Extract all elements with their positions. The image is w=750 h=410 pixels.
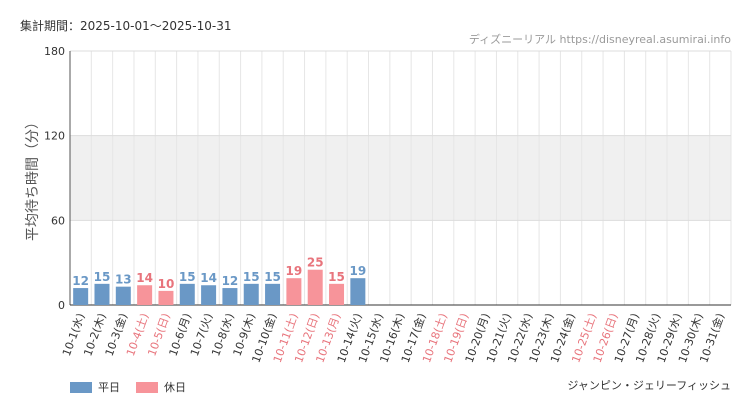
legend-item-holiday: 休日 — [136, 379, 186, 395]
x-tick-labels: 10-1(水)10-2(木)10-3(金)10-4(土)10-5(日)10-6(… — [60, 311, 727, 364]
value-labels: 12 15 13 14 10 15 14 12 15 15 19 25 15 19 — [72, 256, 366, 291]
value-label: 10 — [158, 277, 175, 291]
source-credit: ディズニーリアル https://disneyreal.asumirai.inf… — [468, 33, 731, 46]
value-label: 15 — [264, 270, 281, 284]
legend: 平日 休日 — [70, 379, 202, 395]
value-label: 15 — [243, 270, 260, 284]
bar — [201, 285, 217, 305]
plot-band — [70, 135, 731, 221]
value-label: 15 — [94, 270, 111, 284]
bar — [115, 286, 131, 305]
value-label: 15 — [328, 270, 345, 284]
y-tick-labels: 0 60 120 180 — [44, 45, 65, 312]
bar — [222, 288, 238, 305]
value-label: 15 — [179, 270, 196, 284]
value-label: 14 — [200, 271, 217, 285]
bar — [243, 283, 259, 305]
y-tick-label: 60 — [51, 214, 65, 227]
legend-swatch-holiday — [136, 381, 158, 393]
value-label: 19 — [350, 264, 367, 278]
bar — [158, 290, 174, 305]
bars — [73, 269, 366, 305]
y-tick-label: 120 — [44, 130, 65, 143]
value-label: 12 — [222, 274, 239, 288]
legend-label-weekday: 平日 — [98, 381, 120, 394]
bar — [265, 283, 281, 305]
period-label: 集計期間：2025-10-01～2025-10-31 — [20, 19, 232, 33]
legend-label-holiday: 休日 — [164, 381, 186, 394]
legend-item-weekday: 平日 — [70, 379, 120, 395]
value-label: 12 — [72, 274, 89, 288]
bar — [94, 283, 110, 305]
y-tick-label: 0 — [58, 299, 65, 312]
y-axis-label: 平均待ち時間（分） — [25, 115, 41, 241]
bar — [179, 283, 195, 305]
value-label: 14 — [136, 271, 153, 285]
bar — [350, 278, 366, 305]
y-tick-label: 180 — [44, 45, 65, 58]
bar — [286, 278, 302, 305]
legend-swatch-weekday — [70, 381, 92, 393]
bar — [73, 288, 89, 305]
bar — [307, 269, 323, 305]
value-label: 13 — [115, 273, 132, 287]
attraction-name: ジャンピン・ジェリーフィッシュ — [567, 379, 731, 392]
bar — [137, 285, 153, 305]
bar — [329, 283, 345, 305]
grid-lines — [69, 50, 732, 305]
value-label: 19 — [286, 264, 303, 278]
value-label: 25 — [307, 256, 324, 270]
